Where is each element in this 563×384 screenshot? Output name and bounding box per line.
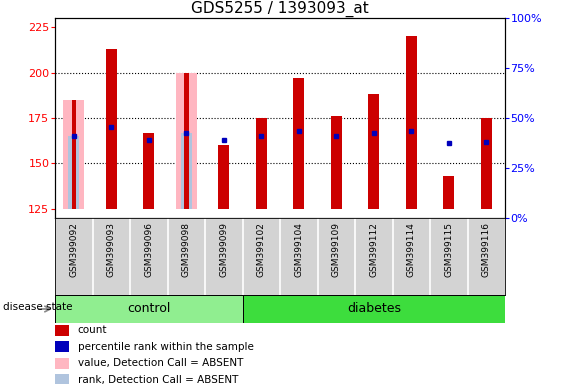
Bar [181,132,192,209]
Text: GSM399112: GSM399112 [369,222,378,277]
Text: GSM399093: GSM399093 [107,222,116,277]
Text: GSM399099: GSM399099 [219,222,228,277]
Text: disease state: disease state [3,302,72,312]
Bar [293,78,305,209]
Text: GSM399115: GSM399115 [444,222,453,277]
Text: value, Detection Call = ABSENT: value, Detection Call = ABSENT [78,358,243,368]
Bar [72,100,76,209]
Bar [243,295,505,323]
Bar [443,176,454,209]
Text: control: control [127,303,171,316]
Bar [184,73,189,209]
Text: GSM399104: GSM399104 [294,222,303,277]
Bar [55,325,69,336]
Text: GSM399114: GSM399114 [406,222,415,277]
Text: GSM399102: GSM399102 [257,222,266,277]
Bar [218,145,229,209]
Text: GSM399098: GSM399098 [182,222,191,277]
Bar [368,94,379,209]
Bar [106,49,117,209]
Bar [176,73,196,209]
Bar [68,136,79,209]
Bar [55,374,69,384]
Bar [64,100,84,209]
Bar [143,132,154,209]
Bar [405,36,417,209]
Text: rank, Detection Call = ABSENT: rank, Detection Call = ABSENT [78,375,238,384]
Bar [55,341,69,352]
Text: GSM399109: GSM399109 [332,222,341,277]
Bar [55,295,243,323]
Bar [481,118,492,209]
Text: GSM399096: GSM399096 [144,222,153,277]
Title: GDS5255 / 1393093_at: GDS5255 / 1393093_at [191,0,369,17]
Text: GSM399092: GSM399092 [69,222,78,277]
Bar [55,358,69,369]
Text: count: count [78,325,107,335]
Text: percentile rank within the sample: percentile rank within the sample [78,342,253,352]
Text: GSM399116: GSM399116 [482,222,491,277]
Text: diabetes: diabetes [347,303,401,316]
Bar [330,116,342,209]
Bar [256,118,267,209]
